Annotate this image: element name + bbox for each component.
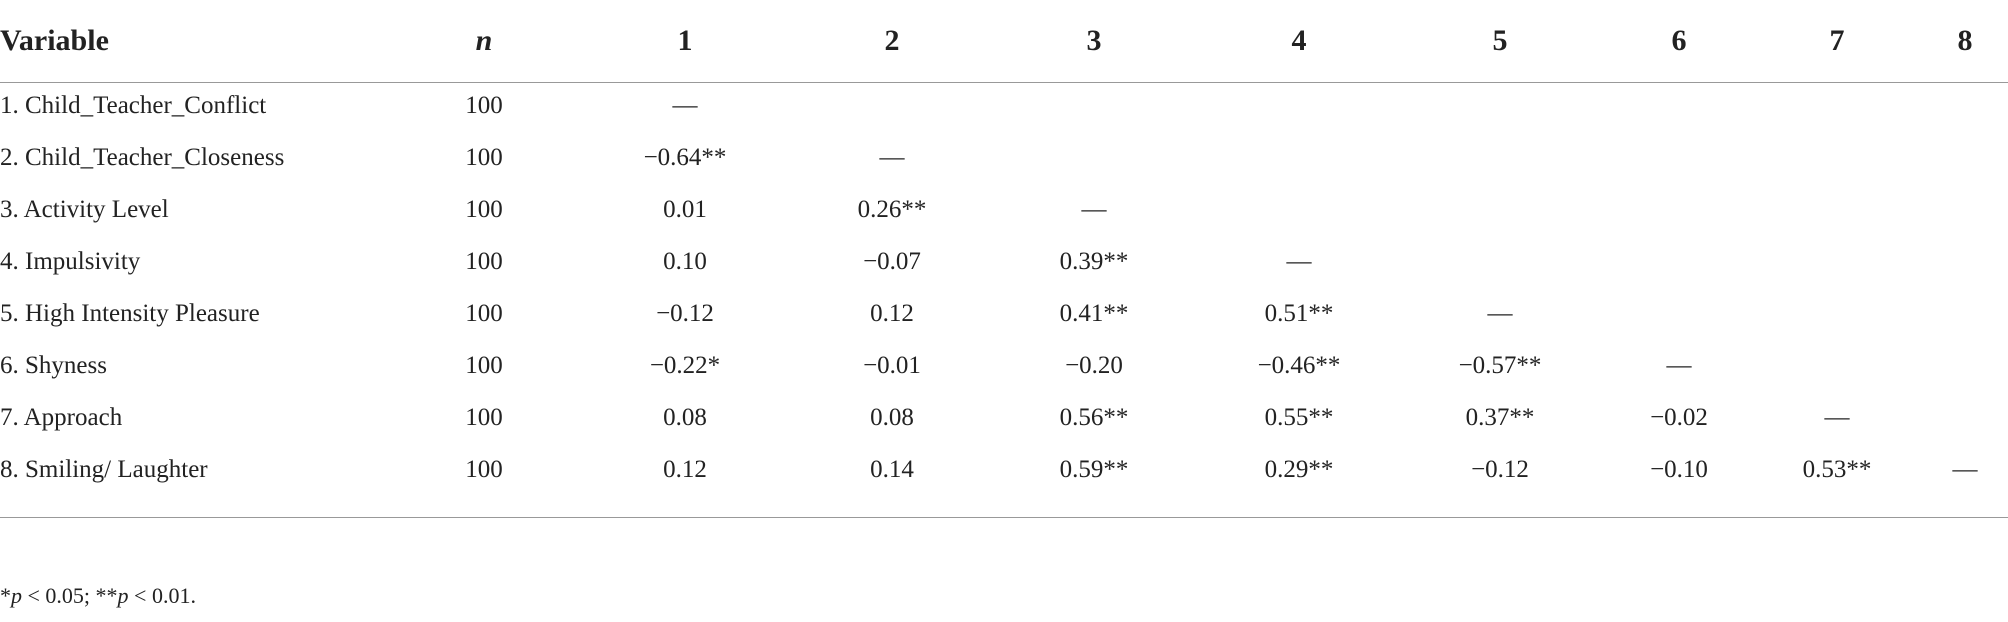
correlation-cell: 0.39** [1059, 248, 1129, 275]
correlation-cell: — [1487, 300, 1513, 327]
correlation-cell: −0.46** [1257, 352, 1341, 379]
correlation-cell: — [1081, 196, 1107, 223]
n-cell: 100 [465, 352, 503, 379]
correlation-cell: 0.01 [663, 196, 707, 223]
footnote: *p < 0.05; **p < 0.01. [0, 582, 196, 610]
row-label: 7. Approach [0, 404, 123, 431]
footnote-part: < 0.05; ** [22, 583, 118, 608]
column-header: 7 [1829, 24, 1845, 57]
correlation-cell: −0.12 [656, 300, 714, 327]
column-header: 8 [1957, 24, 1973, 57]
correlation-cell: −0.22* [649, 352, 721, 379]
correlation-cell: −0.07 [863, 248, 921, 275]
row-label: 2. Child_Teacher_Closeness [0, 144, 285, 171]
n-cell: 100 [465, 404, 503, 431]
correlation-cell: −0.10 [1650, 456, 1708, 483]
correlation-cell: 0.12 [870, 300, 914, 327]
correlation-cell: −0.20 [1065, 352, 1123, 379]
column-header: 6 [1671, 24, 1687, 57]
footnote-part: * [0, 583, 11, 608]
correlation-cell: — [1666, 352, 1692, 379]
correlation-cell: 0.14 [870, 456, 914, 483]
correlation-cell: −0.01 [863, 352, 921, 379]
n-cell: 100 [465, 92, 503, 119]
correlation-cell: 0.08 [870, 404, 914, 431]
correlation-cell: — [1824, 404, 1850, 431]
column-header: n [475, 24, 493, 57]
correlation-cell: 0.26** [857, 196, 927, 223]
n-cell: 100 [465, 456, 503, 483]
column-header: 1 [677, 24, 693, 57]
correlation-cell: — [1952, 456, 1978, 483]
n-cell: 100 [465, 196, 503, 223]
correlation-cell: −0.12 [1471, 456, 1529, 483]
row-label: 5. High Intensity Pleasure [0, 300, 260, 327]
correlation-cell: — [879, 144, 905, 171]
footnote-part: p [11, 583, 22, 608]
footnote-part: < 0.01. [128, 583, 196, 608]
correlation-cell: 0.29** [1264, 456, 1334, 483]
correlation-cell: 0.37** [1465, 404, 1535, 431]
correlation-cell: — [1286, 248, 1312, 275]
row-label: 1. Child_Teacher_Conflict [0, 92, 267, 119]
column-header: 5 [1492, 24, 1508, 57]
correlation-cell: −0.57** [1458, 352, 1542, 379]
column-header: 2 [884, 24, 900, 57]
footnote-part: p [117, 583, 129, 608]
correlation-cell: 0.51** [1264, 300, 1334, 327]
correlation-cell: 0.12 [663, 456, 707, 483]
n-cell: 100 [465, 144, 503, 171]
correlation-cell: 0.08 [663, 404, 707, 431]
correlation-cell: 0.53** [1802, 456, 1872, 483]
correlation-cell: 0.41** [1059, 300, 1129, 327]
n-cell: 100 [465, 300, 503, 327]
row-label: 8. Smiling/ Laughter [0, 456, 208, 483]
correlation-cell: −0.64** [643, 144, 727, 171]
row-label: 6. Shyness [0, 352, 107, 379]
column-header: 3 [1086, 24, 1102, 57]
correlation-cell: 0.59** [1059, 456, 1129, 483]
row-label: 4. Impulsivity [0, 248, 141, 275]
correlation-cell: 0.56** [1059, 404, 1129, 431]
column-header: 4 [1291, 24, 1307, 57]
n-cell: 100 [465, 248, 503, 275]
column-header: Variable [0, 24, 109, 57]
correlation-cell: 0.55** [1264, 404, 1334, 431]
bottom-rule [0, 517, 2008, 518]
correlation-cell: −0.02 [1650, 404, 1708, 431]
header-rule [0, 82, 2008, 83]
correlation-cell: — [672, 92, 698, 119]
correlation-cell: 0.10 [663, 248, 707, 275]
row-label: 3. Activity Level [0, 196, 169, 223]
